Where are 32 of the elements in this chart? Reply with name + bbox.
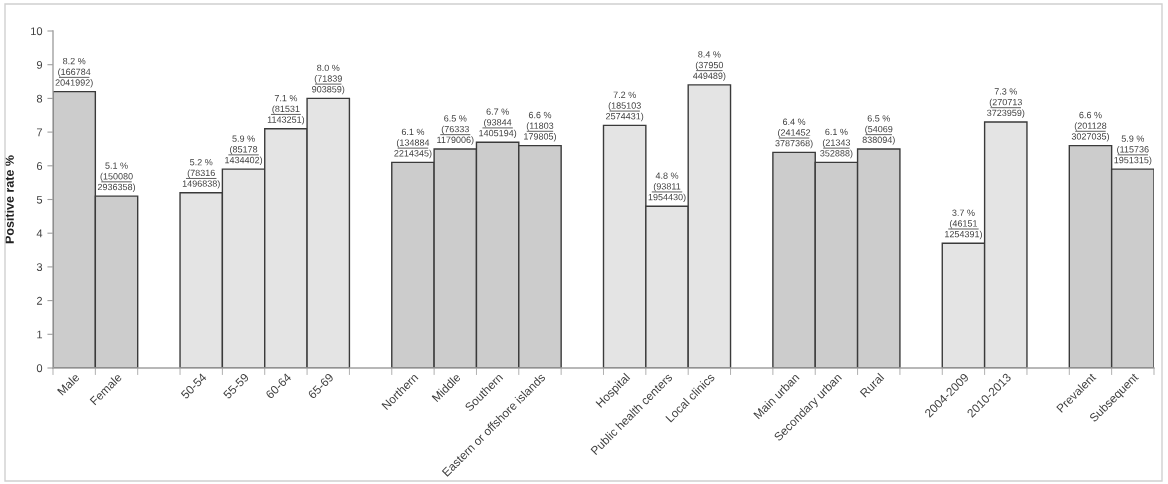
data-label: 8.4 % (37950 449489) [693,51,726,81]
data-label: 6.6 % (11803 179805) [524,111,556,142]
y-tick-label: 9 [36,60,43,69]
y-axis-title: Positive rate % [4,155,14,244]
y-tick-label: 6 [36,162,43,170]
y-tick-label: 10 [31,27,43,36]
data-label: 8.2 % (166784 2041992) [55,57,93,88]
data-label: 3.7 % (46151 1254391) [945,209,982,240]
data-label: 4.8 % (93811 1954430) [648,172,686,203]
y-tick-label: 8 [36,94,43,103]
data-label: 6.4 % (241452 3787368) [775,118,813,149]
data-label: 6.7 % (93844 1405194) [479,108,517,139]
y-tick-label: 2 [36,296,43,305]
y-tick-label: 0 [36,364,43,373]
y-tick-label: 4 [36,229,43,238]
y-tick-label: 5 [36,195,43,204]
data-label: 5.9 % (115736 1951315) [1114,135,1152,165]
y-tick-label: 7 [36,128,43,137]
data-label: 5.2 % (78316 1496838) [182,159,220,189]
data-label: 5.1 % (150080 2936358) [97,162,136,192]
data-label: 6.1 % (134884 2214345) [394,128,432,159]
data-label: 8.0 % (71839 903859) [312,64,345,95]
data-label: 6.5 % (54069 838094) [862,115,895,145]
data-label: 6.5 % (76333 1179006) [437,115,474,145]
y-tick-label: 1 [37,330,43,339]
data-label: 7.2 % (185103 2574431) [606,91,644,122]
data-label: 7.3 % (270713 3723959) [987,88,1025,118]
y-tick-label: 3 [36,263,43,272]
data-label: 5.9 % (85178 1434402) [225,135,263,165]
data-label: 7.1 % (81531 1143251) [267,95,305,125]
data-label: 6.1 % (21343 352888) [820,128,853,159]
data-label: 6.6 % (201128 3027035) [1071,111,1109,142]
